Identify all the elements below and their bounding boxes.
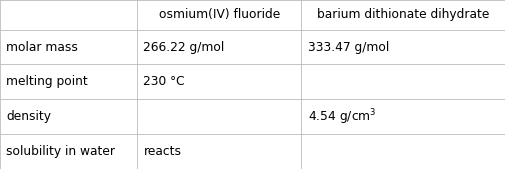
- Text: 333.47 g/mol: 333.47 g/mol: [308, 41, 389, 54]
- Text: barium dithionate dihydrate: barium dithionate dihydrate: [317, 8, 489, 21]
- Text: 266.22 g/mol: 266.22 g/mol: [143, 41, 225, 54]
- Text: solubility in water: solubility in water: [6, 145, 115, 158]
- Text: melting point: melting point: [6, 75, 88, 88]
- Text: molar mass: molar mass: [6, 41, 78, 54]
- Text: density: density: [6, 110, 51, 123]
- Text: reacts: reacts: [143, 145, 181, 158]
- Text: osmium(IV) fluoride: osmium(IV) fluoride: [159, 8, 280, 21]
- Text: 4.54 g/cm$^3$: 4.54 g/cm$^3$: [308, 107, 376, 127]
- Text: 230 °C: 230 °C: [143, 75, 185, 88]
